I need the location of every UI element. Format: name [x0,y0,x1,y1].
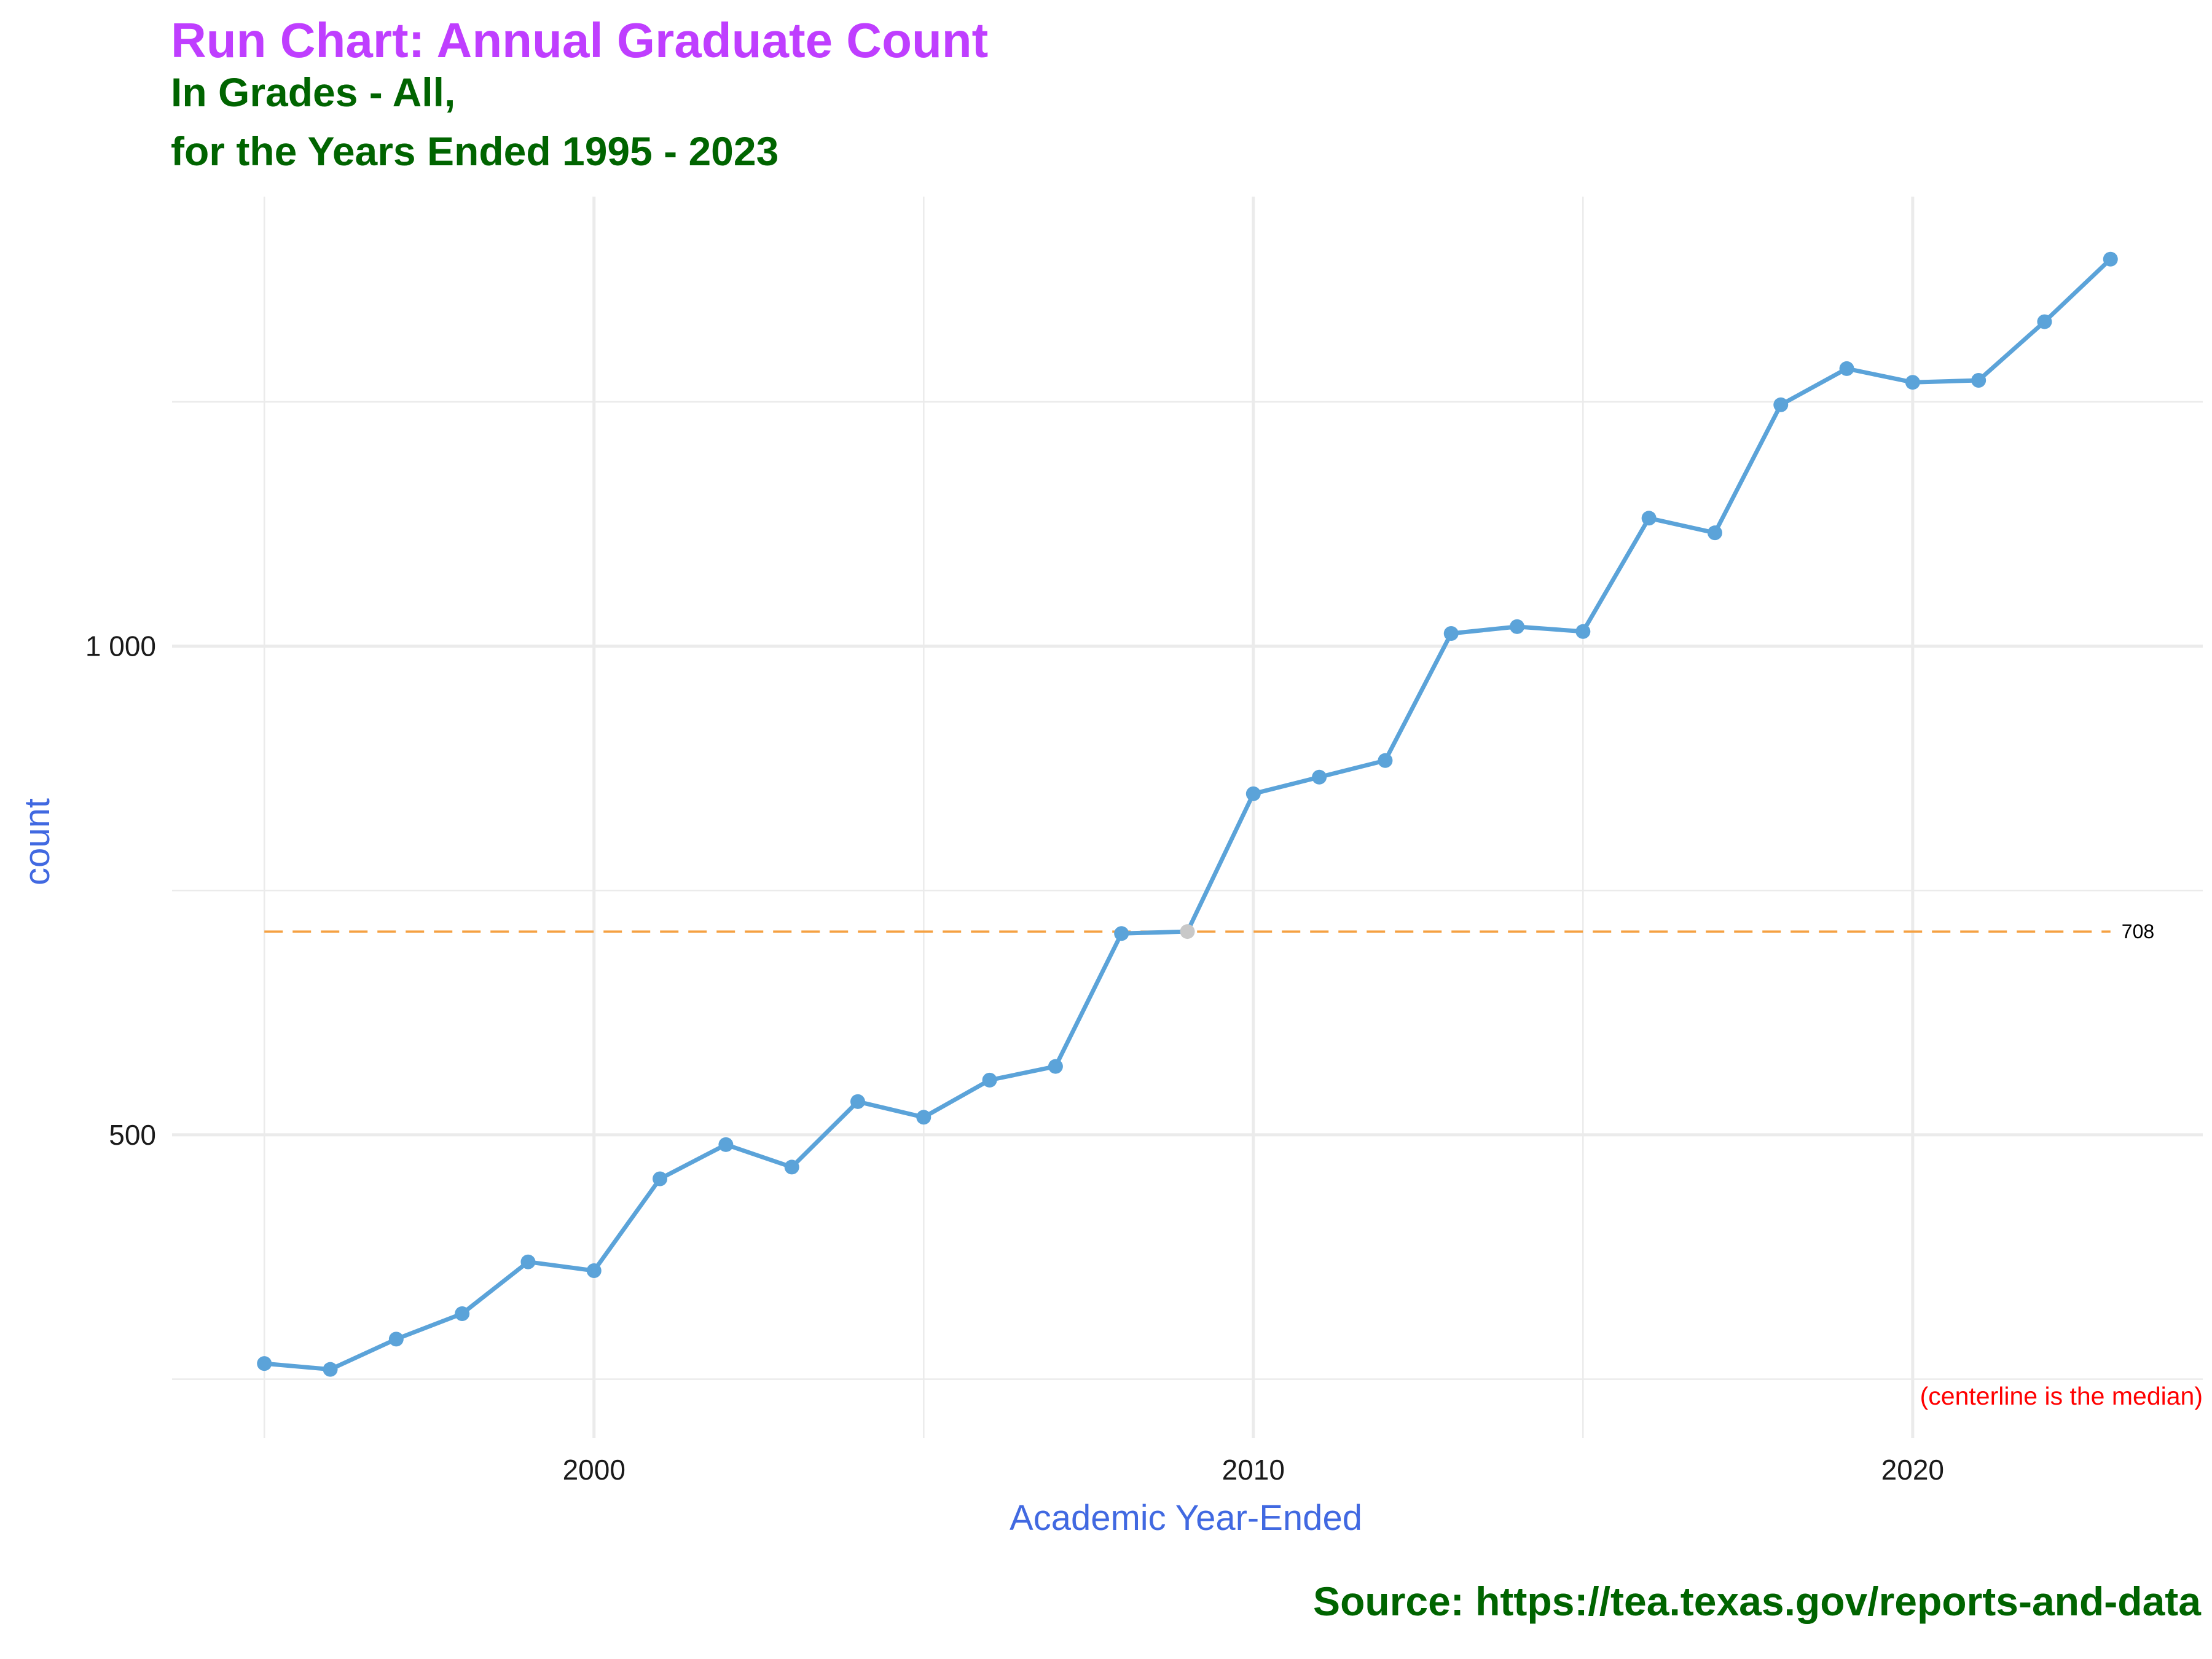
data-point [257,1356,272,1371]
y-tick-label: 1 000 [85,630,156,662]
data-point [1245,786,1261,801]
data-point [1839,361,1854,376]
series-line-segment [723,1142,794,1169]
x-tick-label: 2020 [1881,1454,1944,1486]
series-group [262,257,2113,1372]
x-tick-label: 2000 [563,1454,626,1486]
data-point [1114,926,1129,941]
y-tick-label: 500 [109,1119,156,1151]
data-point [1905,375,1920,390]
x-tick-label: 2010 [1222,1454,1285,1486]
data-point [1378,753,1393,768]
data-point [718,1137,734,1152]
points-group [257,251,2118,1377]
data-point [1443,626,1459,641]
data-point [784,1159,799,1175]
series-line-segment [987,1064,1058,1083]
series-line-segment [1712,402,1783,535]
data-point [1312,769,1327,785]
series-line-segment [2042,257,2113,324]
data-point [388,1332,404,1347]
series-line-segment [1317,758,1387,780]
data-point [1048,1059,1063,1074]
series-line-segment [1580,516,1652,634]
series-line-segment [1449,624,1520,636]
series-line-segment [394,1311,465,1341]
highlight-data-point [1180,924,1195,939]
data-point [2037,314,2052,329]
chart-subtitle-line2: for the Years Ended 1995 - 2023 [171,128,779,174]
series-line-segment [460,1260,530,1316]
data-point [2103,251,2118,267]
series-line-segment [1910,378,1981,385]
series-line-segment [1845,366,1915,385]
x-tick-labels: 2000 2010 2020 [563,1454,1944,1486]
median-centerline-group: 708 [264,920,2154,943]
x-axis-title: Academic Year-Ended [1010,1498,1362,1538]
data-point [1575,624,1591,639]
data-point [455,1306,470,1321]
y-tick-labels: 500 1 000 [85,630,156,1151]
series-line-segment [1251,775,1322,796]
series-line-segment [1778,366,1849,407]
series-line-segment [1053,931,1124,1069]
series-line-segment [525,1260,597,1273]
y-axis-title: count [17,798,57,885]
series-line-segment [1119,929,1190,936]
series-line-segment [921,1078,992,1120]
series-line-segment [592,1177,662,1273]
minor-gridlines [172,197,2203,1438]
series-line-segment [1185,791,1256,934]
data-point [586,1263,602,1279]
data-point [1971,373,1986,388]
series-line-segment [657,1142,728,1182]
series-line-segment [1647,516,1717,535]
data-point [1773,397,1789,412]
data-point [1510,619,1525,634]
series-line-segment [1515,624,1585,634]
series-line-segment [328,1336,399,1372]
chart-subtitle-line1: In Grades - All, [171,69,456,115]
data-point [323,1362,338,1377]
data-point [1641,511,1657,526]
data-point [653,1171,668,1186]
data-point [916,1110,931,1125]
series-line-segment [855,1099,926,1120]
data-point [982,1072,997,1088]
source-caption: Source: https://tea.texas.gov/reports-an… [1313,1579,2201,1624]
data-point [850,1094,865,1109]
chart-title: Run Chart: Annual Graduate Count [171,13,989,68]
data-point [1707,525,1722,541]
series-line-segment [1976,320,2047,383]
series-line-segment [790,1099,860,1169]
data-point [520,1254,536,1269]
series-line-segment [262,1361,333,1372]
major-gridlines [172,197,2203,1438]
series-line-segment [1382,631,1454,763]
median-label: 708 [2122,920,2154,943]
centerline-note: (centerline is the median) [1920,1382,2203,1410]
